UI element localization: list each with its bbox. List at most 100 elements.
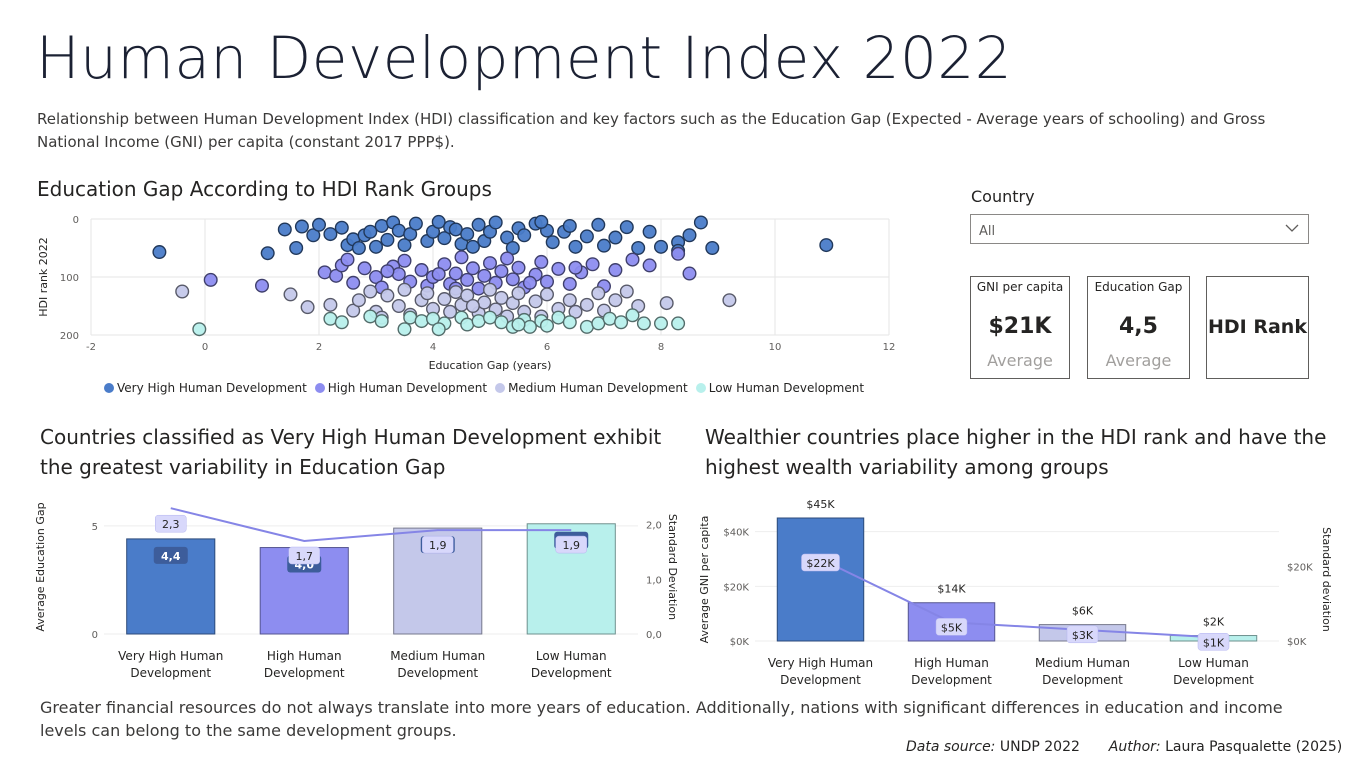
scatter-point	[562, 276, 577, 291]
scatter-point	[414, 314, 429, 329]
scatter-point	[511, 286, 526, 301]
scatter-point	[819, 238, 834, 253]
scatter-legend: Very High Human Development High Human D…	[104, 381, 864, 395]
scatter-point	[579, 229, 594, 244]
scatter-point	[465, 239, 480, 254]
scatter-point	[431, 214, 446, 229]
scatter-point	[631, 241, 646, 256]
scatter-point	[528, 294, 543, 309]
scatter-point	[329, 268, 344, 283]
scatter-point	[608, 263, 623, 278]
scatter-point	[431, 322, 446, 337]
line-data-label: 1,9	[563, 539, 581, 552]
scatter-point	[642, 258, 657, 273]
scatter-point	[289, 241, 304, 256]
line-data-label-bg	[1197, 633, 1230, 651]
gni-chart-title: Wealthier countries place higher in the …	[705, 425, 1327, 479]
page-subtitle: Relationship between Human Development I…	[37, 110, 1266, 151]
scatter-point	[471, 217, 486, 232]
scatter-point	[540, 274, 555, 289]
y-tick-label: 0	[73, 215, 79, 226]
scatter-point	[579, 297, 594, 312]
y-tick-label: 100	[60, 273, 79, 284]
y2-axis-title: Standard deviation	[1320, 527, 1333, 632]
gni-card-value: $21K	[988, 314, 1052, 339]
category-label-line2: Development	[264, 666, 345, 680]
line-data-label-bg	[555, 535, 587, 554]
scatter-point	[483, 256, 498, 271]
scatter-point	[494, 264, 509, 279]
scatter-point	[283, 287, 298, 302]
category-label-line1: Low Human	[1178, 656, 1249, 670]
scatter-point	[460, 227, 475, 242]
chevron-down-icon[interactable]	[1284, 220, 1300, 236]
scatter-point	[579, 319, 594, 334]
scatter-point	[380, 232, 395, 247]
category-label-line2: Development	[911, 673, 992, 687]
std-dev-line	[820, 558, 1214, 639]
scatter-point	[568, 304, 583, 319]
legend-item-low[interactable]: Low Human Development	[695, 381, 865, 395]
gni-bar-chart[interactable]: $0K $20K $40K $0K $20K Average GNI per capita…	[695, 490, 1345, 690]
y-tick-label: $0K	[730, 637, 750, 648]
education-gap-card-value: 4,5	[1119, 314, 1158, 339]
scatter-point	[471, 314, 486, 329]
scatter-point	[682, 228, 697, 243]
x-tick-label: 4	[430, 342, 436, 353]
gni-card-label: GNI per capita	[976, 280, 1064, 294]
legend-item-medium[interactable]: Medium Human Development	[495, 381, 688, 395]
scatter-point	[380, 288, 395, 303]
y-tick-label: 200	[60, 331, 79, 342]
scatter-point	[505, 241, 520, 256]
scatter-point	[568, 260, 583, 275]
y2-tick-label: 1,0	[646, 575, 662, 586]
scatter-point	[522, 319, 537, 334]
scatter-point	[597, 238, 612, 253]
x-tick-label: 8	[658, 342, 664, 353]
scatter-point	[454, 250, 469, 265]
x-tick-label: 12	[883, 342, 896, 353]
scatter-point	[254, 278, 269, 293]
scatter-point	[517, 228, 532, 243]
scatter-point	[511, 317, 526, 332]
scatter-point	[568, 239, 583, 254]
scatter-point	[551, 261, 566, 276]
scatter-point	[346, 303, 361, 318]
scatter-point	[294, 219, 309, 234]
scatter-point	[494, 290, 509, 305]
bar-data-label: $2K	[1203, 616, 1225, 629]
category-label-line2: Development	[531, 666, 612, 680]
category-label-line1: High Human	[914, 656, 989, 670]
scatter-point	[312, 217, 327, 232]
hdi-rank-button[interactable]: HDI Rank	[1206, 276, 1309, 379]
scatter-point	[545, 235, 560, 250]
line-data-label: $3K	[1072, 629, 1094, 642]
scatter-point	[488, 215, 503, 230]
legend-dot-high	[314, 383, 325, 393]
education-gap-bar-chart[interactable]: 0 5 0,0 1,0 2,0 Average Education Gap Standard…	[30, 490, 690, 685]
category-label-line1: Medium Human	[1035, 656, 1130, 670]
line-data-label: $1K	[1203, 636, 1225, 649]
scatter-point	[608, 293, 623, 308]
line-data-label-bg	[935, 618, 968, 636]
scatter-point	[175, 284, 190, 299]
scatter-point	[534, 214, 549, 229]
scatter-point	[585, 257, 600, 272]
scatter-chart-title: Education Gap According to HDI Rank Grou…	[37, 177, 492, 201]
line-data-label-bg	[422, 535, 454, 554]
scatter-point	[374, 218, 389, 233]
country-slicer-dropdown[interactable]: All	[970, 214, 1309, 244]
legend-item-very-high[interactable]: Very High Human Development	[104, 381, 307, 395]
scatter-point	[357, 261, 372, 276]
bar-data-label: $6K	[1072, 605, 1094, 618]
line-data-label: $5K	[941, 621, 963, 634]
scatter-point	[636, 316, 651, 331]
legend-item-high[interactable]: High Human Development	[314, 381, 487, 395]
y2-tick-label: 2,0	[646, 521, 662, 532]
y-tick-label: 5	[92, 522, 98, 533]
scatter-chart[interactable]: 0 100 200 -2 0 2 4 6 8 10 12 Education Gap (years) H…	[30, 205, 910, 375]
scatter-point	[693, 215, 708, 230]
legend-label: Medium Human Development	[508, 381, 688, 395]
legend-label: Low Human Development	[708, 381, 865, 395]
scatter-point	[152, 245, 167, 260]
